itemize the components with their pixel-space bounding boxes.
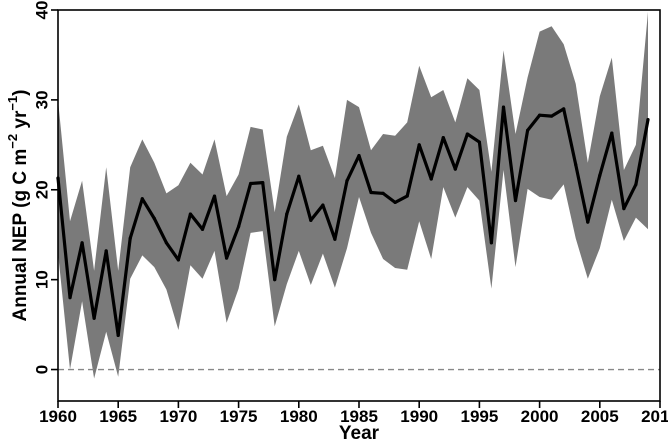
x-tick-label-1960: 1960 <box>39 407 77 426</box>
y-axis-title-sup1: −2 <box>5 134 20 149</box>
data-point-2006 <box>610 131 614 135</box>
data-point-1973 <box>212 194 217 198</box>
data-point-2000 <box>538 113 542 117</box>
data-point-1975 <box>237 225 241 229</box>
data-point-1976 <box>249 181 253 186</box>
y-tick-label-20: 20 <box>33 180 52 199</box>
data-point-1984 <box>345 179 349 183</box>
data-point-1986 <box>369 190 373 195</box>
data-point-1962 <box>80 241 84 245</box>
data-point-1974 <box>224 256 229 260</box>
y-axis-title: Annual NEP (g C m−2 yr−1) <box>5 89 31 321</box>
data-point-2003 <box>574 163 578 167</box>
data-point-1991 <box>429 177 433 181</box>
data-point-1999 <box>525 128 530 133</box>
y-axis-title-suffix: ) <box>10 89 31 95</box>
data-point-1988 <box>393 200 397 204</box>
data-point-1992 <box>441 136 445 140</box>
x-tick-label-1985: 1985 <box>340 407 378 426</box>
x-tick-label-1995: 1995 <box>460 407 498 426</box>
y-axis-title-prefix: Annual NEP (g C m <box>10 149 31 322</box>
data-point-2009 <box>646 118 650 122</box>
y-tick-label-40: 40 <box>33 1 52 20</box>
data-point-1996 <box>489 241 494 245</box>
data-point-2002 <box>562 107 566 111</box>
data-point-1972 <box>200 227 205 231</box>
data-point-1977 <box>261 180 265 185</box>
y-axis-title-middle: yr <box>10 110 31 134</box>
data-point-1985 <box>357 154 361 158</box>
data-point-2007 <box>622 207 626 211</box>
nep-series-line <box>56 105 650 337</box>
data-point-1981 <box>309 218 313 222</box>
x-axis-title: Year <box>339 423 380 444</box>
x-tick-label-1965: 1965 <box>99 407 137 426</box>
data-point-1967 <box>140 197 144 201</box>
x-axis-ticks: 1960 1965 1970 1975 1980 1985 1990 1995 2000 2005… <box>39 401 668 426</box>
y-tick-label-0: 0 <box>33 365 52 374</box>
data-point-1971 <box>188 212 193 216</box>
data-point-1987 <box>381 191 385 195</box>
data-point-1968 <box>152 216 156 221</box>
data-point-1997 <box>501 105 506 109</box>
y-axis-ticks: 0 10 20 30 40 <box>33 1 58 374</box>
data-point-1993 <box>453 167 457 171</box>
y-axis-title-sup2: −1 <box>5 96 20 111</box>
data-point-1963 <box>92 316 96 320</box>
x-tick-label-1975: 1975 <box>220 407 258 426</box>
data-points <box>56 105 650 337</box>
data-point-2005 <box>598 173 602 177</box>
data-point-1990 <box>417 143 421 147</box>
x-tick-label-2000: 2000 <box>521 407 559 426</box>
data-point-1994 <box>465 132 469 136</box>
x-tick-label-1980: 1980 <box>280 407 318 426</box>
data-point-1961 <box>68 296 72 300</box>
data-point-2004 <box>586 220 590 224</box>
data-point-1998 <box>513 198 518 203</box>
y-tick-label-10: 10 <box>33 270 52 289</box>
plot-area <box>56 11 660 379</box>
data-point-2001 <box>550 114 554 118</box>
data-point-1964 <box>104 249 108 253</box>
y-tick-label-30: 30 <box>33 90 52 109</box>
x-tick-label-1990: 1990 <box>400 407 438 426</box>
data-point-1982 <box>321 203 325 207</box>
data-point-1979 <box>285 212 289 216</box>
uncertainty-band <box>58 11 648 379</box>
data-point-1969 <box>164 241 168 245</box>
data-point-1980 <box>297 174 301 178</box>
data-point-1983 <box>333 237 337 241</box>
data-point-1970 <box>176 258 180 262</box>
data-point-1965 <box>116 333 120 337</box>
x-tick-label-1970: 1970 <box>159 407 197 426</box>
data-point-1989 <box>405 194 409 198</box>
data-point-1978 <box>273 278 277 282</box>
data-point-1966 <box>128 236 132 240</box>
data-point-1995 <box>477 140 481 144</box>
data-point-2008 <box>634 182 638 186</box>
x-tick-label-2005: 2005 <box>581 407 619 426</box>
